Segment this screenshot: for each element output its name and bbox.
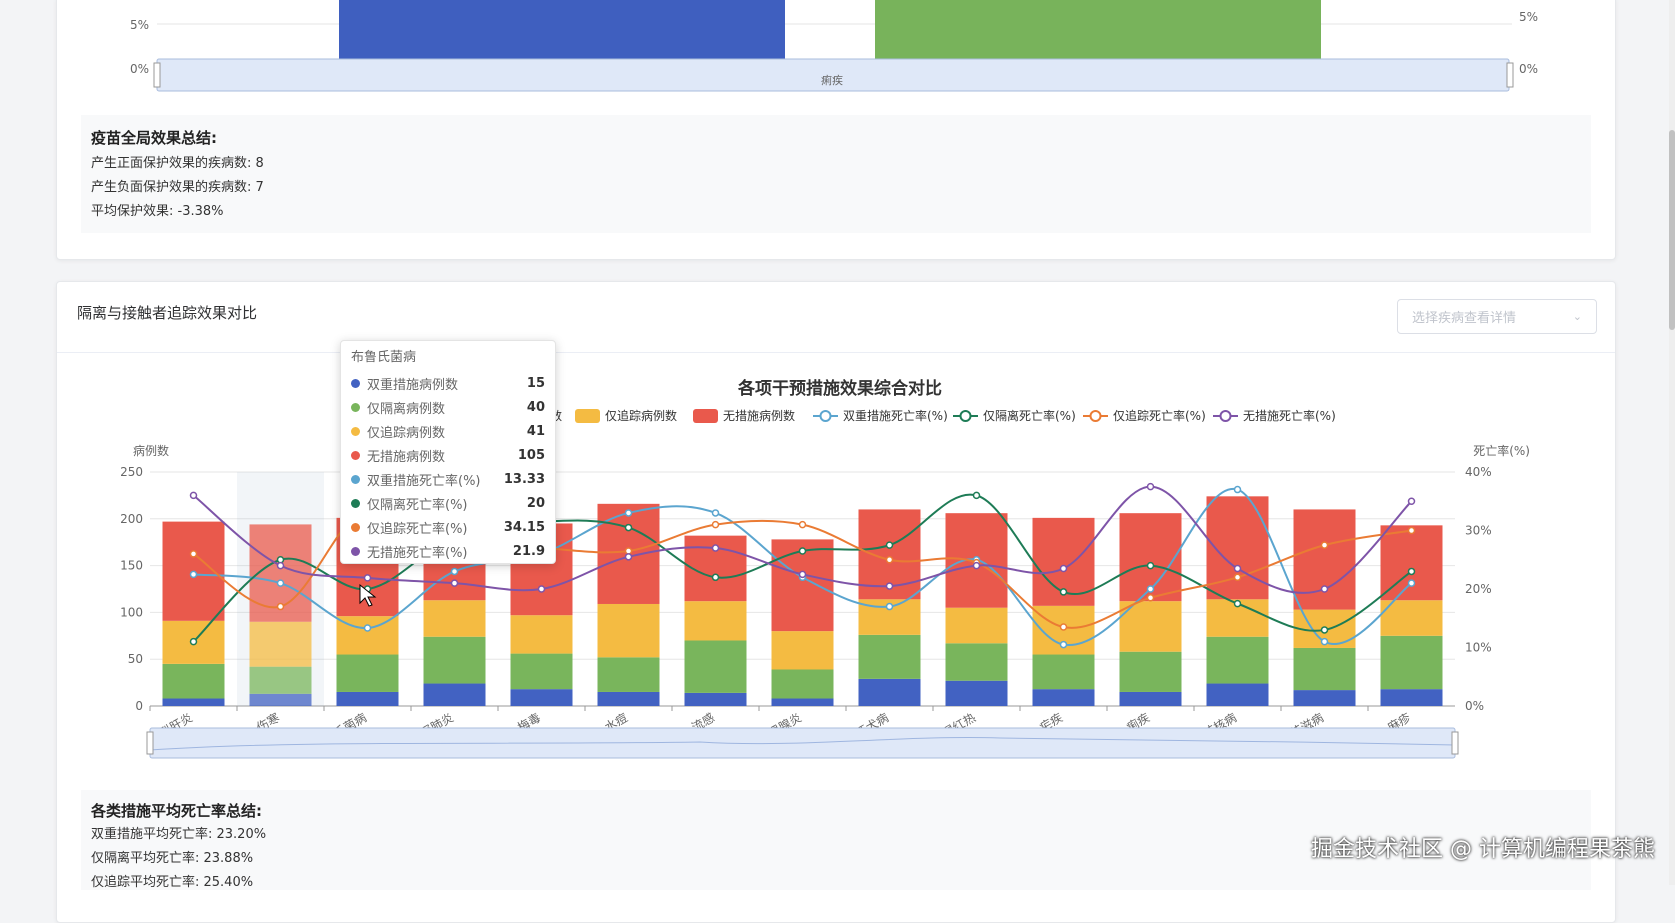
series-marker-icon xyxy=(351,474,360,484)
datazoom-handle-left[interactable] xyxy=(153,62,161,88)
tooltip-series-name: 双重措施病例数 xyxy=(367,377,459,393)
watermark: 掘金技术社区 @ 计算机编程果茶熊 xyxy=(1311,837,1655,862)
mortality-summary-line: 双重措施平均死亡率: 23.20% xyxy=(91,827,267,842)
tooltip-series-name: 仅隔离病例数 xyxy=(367,401,446,417)
vaccine-summary-line: 产生负面保护效果的疾病数: 7 xyxy=(91,180,264,195)
vaccine-summary-line: 平均保护效果: -3.38% xyxy=(91,204,224,219)
vaccine-chart: 5% 0% 5% 0% 痢疾 xyxy=(130,0,1538,92)
series-marker-icon xyxy=(351,546,360,556)
series-marker-icon xyxy=(351,426,360,436)
tooltip-series-value: 41 xyxy=(526,423,545,439)
tooltip-series-value: 21.9 xyxy=(512,543,545,559)
tooltip-row: 无措施病例数 105 xyxy=(351,443,545,467)
y-tick-left: 5% xyxy=(130,18,149,32)
tooltip-series-value: 15 xyxy=(526,375,545,391)
tooltip-series-value: 13.33 xyxy=(503,471,545,487)
tooltip-series-name: 双重措施死亡率(%) xyxy=(367,473,481,489)
panel-header-divider xyxy=(57,352,1615,353)
series-marker-icon xyxy=(351,522,360,532)
tooltip-series-value: 105 xyxy=(517,447,545,463)
tooltip-series-value: 40 xyxy=(526,399,545,415)
datazoom-label: 痢疾 xyxy=(821,73,843,87)
tooltip-series-name: 仅隔离死亡率(%) xyxy=(367,497,468,513)
chevron-down-icon: ⌄ xyxy=(1572,310,1582,323)
vaccine-summary-line: 产生正面保护效果的疾病数: 8 xyxy=(91,156,264,171)
tooltip-row: 无措施死亡率(%) 21.9 xyxy=(351,539,545,563)
tooltip-series-value: 20 xyxy=(526,495,545,511)
tooltip-series-name: 无措施病例数 xyxy=(367,449,446,465)
y-tick-left: 0% xyxy=(130,62,149,76)
tooltip-series-name: 仅追踪病例数 xyxy=(367,425,446,441)
series-marker-icon xyxy=(351,498,360,508)
vaccine-summary: 疫苗全局效果总结: 产生正面保护效果的疾病数: 8 产生负面保护效果的疾病数: … xyxy=(81,115,1591,233)
tooltip-row: 双重措施病例数 15 xyxy=(351,371,545,395)
mortality-summary: 各类措施平均死亡率总结: 双重措施平均死亡率: 23.20% 仅隔离平均死亡率:… xyxy=(81,790,1591,890)
tooltip-series-name: 无措施死亡率(%) xyxy=(367,545,468,561)
y-tick-right: 5% xyxy=(1519,10,1538,24)
mortality-summary-line: 仅追踪平均死亡率: 25.40% xyxy=(91,875,254,890)
y-tick-right: 0% xyxy=(1519,62,1538,76)
mortality-summary-title: 各类措施平均死亡率总结: xyxy=(91,802,262,820)
tooltip-title: 布鲁氏菌病 xyxy=(351,350,417,365)
chart-tooltip: 布鲁氏菌病 双重措施病例数 15 仅隔离病例数 40 仅追踪病例数 41 无措施病例数 105… xyxy=(340,340,556,564)
tooltip-row: 仅隔离死亡率(%) 20 xyxy=(351,491,545,515)
tooltip-series-value: 34.15 xyxy=(503,519,545,535)
disease-select-placeholder: 选择疾病查看详情 xyxy=(1412,311,1517,326)
scrollbar-thumb[interactable] xyxy=(1669,130,1675,330)
series-marker-icon xyxy=(351,402,360,412)
tooltip-row: 仅隔离病例数 40 xyxy=(351,395,545,419)
vaccine-summary-title: 疫苗全局效果总结: xyxy=(91,129,217,147)
disease-select[interactable]: 选择疾病查看详情 ⌄ xyxy=(1397,299,1597,334)
vaccine-card: 5% 0% 5% 0% 痢疾 疫苗全局效果总结: 产生正面保护效果的疾病数: 8… xyxy=(56,0,1616,260)
datazoom-handle-right[interactable] xyxy=(1506,62,1514,88)
series-marker-icon xyxy=(351,450,360,460)
tooltip-row: 双重措施死亡率(%) 13.33 xyxy=(351,467,545,491)
tooltip-row: 仅追踪病例数 41 xyxy=(351,419,545,443)
isolation-tracing-card: 隔离与接触者追踪效果对比 选择疾病查看详情 ⌄ 各类措施平均死亡率总结: 双重措… xyxy=(56,281,1616,923)
page-scrollbar[interactable] xyxy=(1669,0,1675,885)
tooltip-series-name: 仅追踪死亡率(%) xyxy=(367,521,468,537)
tooltip-row: 仅追踪死亡率(%) 34.15 xyxy=(351,515,545,539)
bar[interactable] xyxy=(875,0,1321,69)
bar[interactable] xyxy=(339,0,785,69)
panel-title: 隔离与接触者追踪效果对比 xyxy=(77,304,258,322)
mortality-summary-line: 仅隔离平均死亡率: 23.88% xyxy=(91,851,254,866)
series-marker-icon xyxy=(351,378,360,388)
